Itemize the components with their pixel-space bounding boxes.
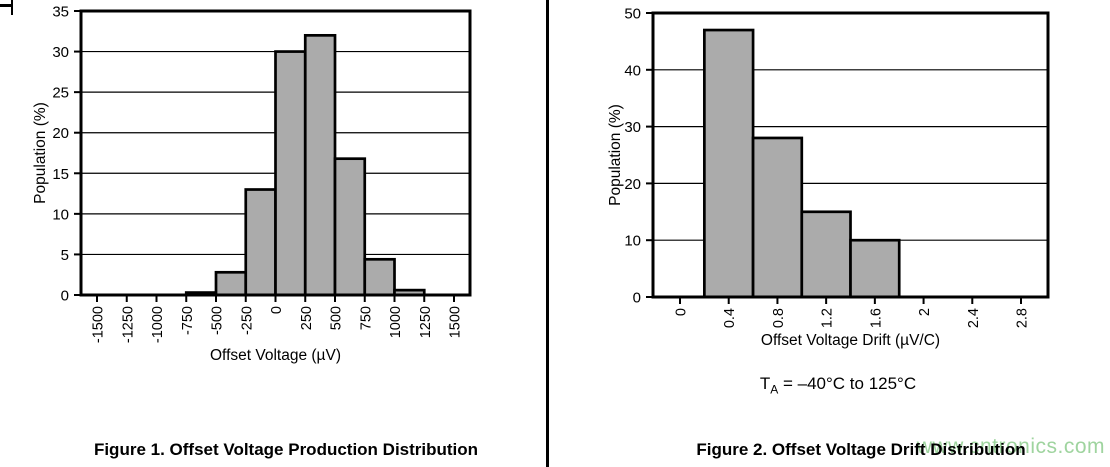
- figure-1-caption: Figure 1. Offset Voltage Production Dist…: [93, 440, 479, 459]
- histogram-bar: [800, 210, 852, 299]
- x-tick-label: -500: [210, 306, 226, 335]
- y-tick-label: 20: [52, 125, 69, 142]
- condition-value: = –40°C to 125°C: [778, 374, 917, 393]
- y-axis-title: Population (%): [607, 104, 624, 206]
- x-tick-label: 2.4: [966, 308, 982, 328]
- histogram-bar: [751, 136, 804, 299]
- x-tick-label: 2: [917, 308, 933, 316]
- panel-divider-line: [546, 0, 549, 467]
- y-tick-label: 30: [624, 119, 641, 136]
- plot-frame: [651, 11, 1050, 299]
- x-tick-label: 1.6: [868, 308, 884, 328]
- x-tick-label: -1000: [150, 306, 166, 343]
- plot-frame: [79, 9, 472, 297]
- x-tick-label: 0: [674, 308, 690, 316]
- y-tick-label: 10: [52, 206, 69, 223]
- x-tick-label: -750: [180, 306, 196, 335]
- x-tick-label: 250: [299, 306, 315, 330]
- y-tick-label: 0: [633, 290, 641, 307]
- histogram-bar: [849, 238, 901, 299]
- page-border-fragment-vertical: [10, 0, 13, 15]
- x-tick-label: 1250: [418, 306, 434, 338]
- y-tick-label: 10: [624, 233, 641, 250]
- y-tick-label: 30: [52, 44, 69, 61]
- histogram-bar: [244, 188, 277, 297]
- x-tick-label: 0.4: [722, 308, 738, 328]
- histogram-bar: [363, 257, 396, 297]
- x-tick-label: 0: [269, 306, 285, 314]
- y-tick-label: 5: [61, 247, 69, 264]
- x-axis-title: Offset Voltage (µV): [210, 347, 341, 364]
- y-tick-label: 15: [52, 166, 69, 183]
- histogram-bar: [333, 157, 367, 297]
- histogram-bar: [303, 33, 337, 297]
- x-tick-label: -250: [239, 306, 255, 335]
- temperature-condition: TA = –40°C to 125°C: [760, 374, 916, 396]
- histogram-bar: [274, 50, 307, 297]
- x-tick-label: 1000: [388, 306, 404, 338]
- condition-symbol: T: [759, 374, 771, 393]
- x-axis-title: Offset Voltage Drift (µV/C): [761, 332, 940, 349]
- x-tick-label: 500: [329, 306, 345, 330]
- y-tick-label: 40: [624, 62, 641, 79]
- x-tick-label: 2.8: [1015, 308, 1031, 328]
- y-axis-title: Population (%): [32, 102, 49, 204]
- page-border-fragment-horizontal: [0, 4, 11, 7]
- x-tick-label: -1500: [91, 306, 107, 343]
- histogram-bar: [703, 28, 755, 299]
- y-tick-label: 50: [624, 6, 641, 23]
- x-tick-label: 750: [358, 306, 374, 330]
- y-tick-label: 20: [624, 176, 641, 193]
- histogram-bar: [214, 270, 248, 297]
- x-tick-label: -1250: [120, 306, 136, 343]
- y-tick-label: 35: [52, 4, 69, 21]
- condition-subscript: A: [770, 382, 779, 397]
- y-tick-label: 25: [52, 85, 69, 102]
- figure-2-caption: Figure 2. Offset Voltage Drift Distribut…: [696, 440, 1026, 459]
- x-tick-label: 1.2: [820, 308, 836, 328]
- y-tick-label: 0: [61, 288, 69, 305]
- x-tick-label: 1500: [448, 306, 464, 338]
- x-tick-label: 0.8: [771, 308, 787, 328]
- site-watermark: www.cntronics.com: [916, 435, 1105, 458]
